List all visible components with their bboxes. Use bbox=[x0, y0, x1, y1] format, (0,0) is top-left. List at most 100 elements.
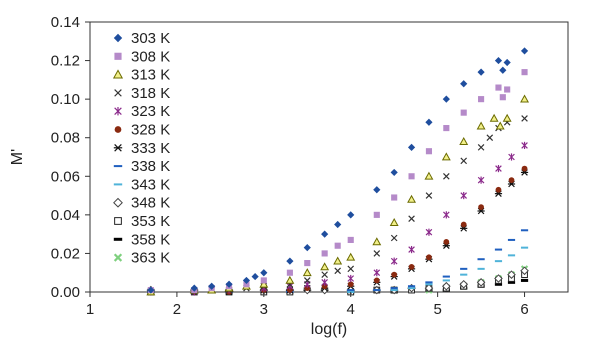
legend-label: 338 K bbox=[131, 158, 170, 175]
series-333-k bbox=[147, 169, 529, 296]
data-point bbox=[407, 194, 417, 203]
data-point bbox=[285, 275, 295, 284]
series-358-k bbox=[147, 278, 529, 294]
data-point bbox=[499, 66, 507, 74]
data-point bbox=[508, 153, 515, 161]
data-point bbox=[251, 272, 259, 281]
data-point bbox=[304, 285, 311, 292]
data-point bbox=[390, 234, 398, 242]
data-point bbox=[520, 47, 529, 55]
data-point bbox=[521, 141, 528, 150]
data-point bbox=[489, 113, 499, 122]
data-point bbox=[478, 204, 484, 211]
data-point bbox=[286, 257, 294, 265]
legend-marker bbox=[114, 107, 122, 116]
data-point bbox=[372, 237, 382, 246]
data-point bbox=[495, 121, 505, 130]
data-point bbox=[408, 173, 415, 180]
legend-label: 343 K bbox=[131, 176, 170, 193]
x-axis-title: log(f) bbox=[311, 321, 347, 338]
data-point bbox=[373, 277, 380, 284]
legend-marker bbox=[114, 89, 122, 97]
data-point bbox=[495, 84, 502, 91]
data-point bbox=[190, 284, 198, 292]
data-point bbox=[507, 270, 516, 279]
x-tick-label: 6 bbox=[520, 301, 528, 318]
data-point bbox=[347, 274, 355, 283]
data-point bbox=[303, 244, 311, 252]
legend-marker bbox=[113, 253, 123, 262]
legend-item: 348 K bbox=[113, 195, 170, 212]
data-point bbox=[494, 56, 503, 65]
data-point bbox=[476, 121, 486, 130]
legend-item: 303 K bbox=[113, 30, 170, 47]
y-tick-label: 0.10 bbox=[51, 91, 80, 108]
data-point bbox=[408, 245, 415, 254]
data-points bbox=[146, 47, 529, 296]
legend-label: 318 K bbox=[131, 85, 170, 102]
legend-item: 333 K bbox=[113, 140, 170, 157]
data-point bbox=[443, 125, 450, 132]
x-tick-label: 3 bbox=[260, 301, 268, 318]
series-303-k bbox=[147, 47, 529, 294]
series-313-k bbox=[146, 94, 529, 296]
data-point bbox=[304, 260, 311, 267]
legend-label: 303 K bbox=[131, 30, 170, 47]
series-343-k bbox=[147, 246, 529, 293]
data-point bbox=[333, 256, 343, 265]
data-point bbox=[502, 113, 512, 122]
data-point bbox=[460, 157, 468, 165]
legend-label: 358 K bbox=[131, 231, 170, 248]
legend-item: 343 K bbox=[113, 176, 170, 193]
legend-item: 323 K bbox=[114, 103, 170, 120]
data-point bbox=[521, 115, 528, 122]
legend-marker bbox=[113, 197, 123, 208]
data-point bbox=[373, 250, 381, 257]
data-point bbox=[477, 144, 485, 151]
data-point bbox=[425, 192, 433, 199]
data-point bbox=[321, 278, 328, 286]
data-point bbox=[426, 254, 432, 261]
data-point bbox=[460, 80, 468, 88]
data-point bbox=[334, 220, 342, 229]
data-point bbox=[321, 250, 328, 257]
legend-label: 328 K bbox=[131, 122, 170, 139]
data-point bbox=[320, 262, 330, 271]
y-tick-label: 0.12 bbox=[51, 53, 80, 70]
data-point bbox=[443, 238, 450, 245]
legend-marker bbox=[114, 126, 122, 133]
data-point bbox=[391, 194, 398, 201]
data-point bbox=[390, 168, 398, 177]
data-point bbox=[442, 281, 451, 291]
series-353-k bbox=[147, 271, 528, 296]
data-point bbox=[347, 265, 355, 273]
legend-item: 328 K bbox=[114, 122, 170, 139]
data-point bbox=[478, 96, 485, 103]
legend-marker bbox=[113, 33, 123, 43]
data-point bbox=[303, 277, 311, 284]
data-point bbox=[441, 152, 451, 161]
data-point bbox=[260, 269, 268, 277]
data-point bbox=[373, 269, 381, 277]
data-point bbox=[477, 68, 485, 76]
data-point bbox=[443, 211, 450, 219]
data-point bbox=[287, 287, 293, 293]
series-318-k bbox=[147, 115, 528, 296]
data-point bbox=[347, 236, 354, 243]
x-tick-label: 5 bbox=[433, 301, 441, 318]
data-point bbox=[459, 279, 469, 289]
data-point bbox=[347, 281, 354, 288]
data-point bbox=[334, 267, 341, 275]
data-point bbox=[347, 211, 355, 219]
data-point bbox=[243, 281, 250, 288]
data-point bbox=[260, 277, 267, 284]
data-point bbox=[460, 221, 467, 228]
legend-marker bbox=[112, 69, 124, 79]
data-point bbox=[147, 286, 155, 294]
data-point bbox=[390, 257, 398, 265]
data-point bbox=[424, 171, 434, 180]
data-point bbox=[443, 172, 450, 180]
y-tick-label: 0.14 bbox=[51, 14, 80, 31]
legend-item: 308 K bbox=[114, 48, 170, 65]
